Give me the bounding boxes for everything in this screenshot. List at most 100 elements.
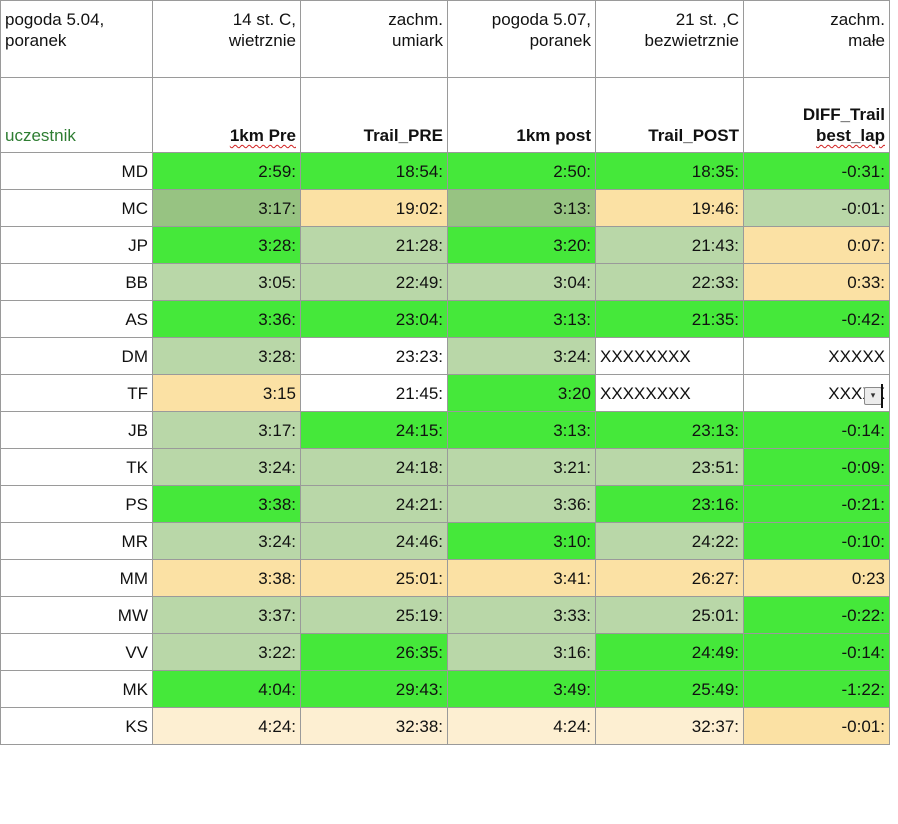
cell-participant[interactable]: MM bbox=[0, 559, 153, 597]
cell-trail-pre[interactable]: 25:01: bbox=[300, 559, 448, 597]
cell-1km-post[interactable]: 3:20: bbox=[447, 226, 596, 264]
cell-1km-pre[interactable]: 4:24: bbox=[152, 707, 301, 745]
cell-diff[interactable]: -0:09: bbox=[743, 448, 890, 486]
cell-trail-pre[interactable]: 23:04: bbox=[300, 300, 448, 338]
cell-trail-post[interactable]: 23:13: bbox=[595, 411, 744, 449]
cell-weather-pre-date[interactable]: pogoda 5.04, poranek bbox=[0, 0, 153, 78]
cell-1km-pre[interactable]: 3:22: bbox=[152, 633, 301, 671]
cell-1km-post[interactable]: 3:20 bbox=[447, 374, 596, 412]
cell-trail-post[interactable]: 23:16: bbox=[595, 485, 744, 523]
cell-diff[interactable]: -0:31: bbox=[743, 152, 890, 190]
cell-participant[interactable]: JB bbox=[0, 411, 153, 449]
cell-1km-post[interactable]: 4:24: bbox=[447, 707, 596, 745]
cell-1km-pre[interactable]: 3:36: bbox=[152, 300, 301, 338]
cell-trail-pre[interactable]: 24:18: bbox=[300, 448, 448, 486]
cell-participant[interactable]: TF bbox=[0, 374, 153, 412]
cell-trail-pre[interactable]: 29:43: bbox=[300, 670, 448, 708]
cell-trail-pre[interactable]: 19:02: bbox=[300, 189, 448, 227]
cell-1km-pre[interactable]: 2:59: bbox=[152, 152, 301, 190]
header-diff-trail[interactable]: DIFF_Trail best_lap bbox=[743, 77, 890, 153]
cell-trail-post[interactable]: 22:33: bbox=[595, 263, 744, 301]
cell-trail-pre[interactable]: 23:23: bbox=[300, 337, 448, 375]
cell-diff[interactable]: 0:07: bbox=[743, 226, 890, 264]
cell-1km-pre[interactable]: 3:28: bbox=[152, 226, 301, 264]
cell-trail-post[interactable]: 23:51: bbox=[595, 448, 744, 486]
cell-participant[interactable]: KS bbox=[0, 707, 153, 745]
cell-participant[interactable]: MK bbox=[0, 670, 153, 708]
cell-diff[interactable]: 0:33: bbox=[743, 263, 890, 301]
cell-diff[interactable]: -0:01: bbox=[743, 189, 890, 227]
cell-trail-post[interactable]: 19:46: bbox=[595, 189, 744, 227]
cell-trail-post[interactable]: XXXXXXXX bbox=[595, 337, 744, 375]
cell-1km-pre[interactable]: 3:15 bbox=[152, 374, 301, 412]
cell-diff[interactable]: -0:10: bbox=[743, 522, 890, 560]
cell-weather-post-date[interactable]: pogoda 5.07, poranek bbox=[447, 0, 596, 78]
cell-1km-post[interactable]: 3:41: bbox=[447, 559, 596, 597]
cell-1km-pre[interactable]: 4:04: bbox=[152, 670, 301, 708]
cell-1km-post[interactable]: 3:21: bbox=[447, 448, 596, 486]
cell-diff[interactable]: -0:14: bbox=[743, 633, 890, 671]
cell-participant[interactable]: AS bbox=[0, 300, 153, 338]
cell-1km-pre[interactable]: 3:17: bbox=[152, 411, 301, 449]
cell-trail-pre[interactable]: 25:19: bbox=[300, 596, 448, 634]
header-1km-pre[interactable]: 1km Pre bbox=[152, 77, 301, 153]
cell-trail-pre[interactable]: 26:35: bbox=[300, 633, 448, 671]
cell-participant[interactable]: DM bbox=[0, 337, 153, 375]
cell-diff[interactable]: -0:01: bbox=[743, 707, 890, 745]
cell-trail-pre[interactable]: 21:28: bbox=[300, 226, 448, 264]
cell-trail-pre[interactable]: 24:46: bbox=[300, 522, 448, 560]
cell-1km-pre[interactable]: 3:17: bbox=[152, 189, 301, 227]
dropdown-arrow-icon[interactable]: ▾ bbox=[864, 387, 882, 405]
cell-trail-post[interactable]: 25:49: bbox=[595, 670, 744, 708]
cell-trail-pre[interactable]: 24:15: bbox=[300, 411, 448, 449]
cell-1km-pre[interactable]: 3:24: bbox=[152, 448, 301, 486]
cell-1km-post[interactable]: 3:13: bbox=[447, 300, 596, 338]
cell-participant[interactable]: BB bbox=[0, 263, 153, 301]
cell-diff[interactable]: -0:21: bbox=[743, 485, 890, 523]
cell-trail-pre[interactable]: 24:21: bbox=[300, 485, 448, 523]
cell-trail-post[interactable]: 21:43: bbox=[595, 226, 744, 264]
cell-diff[interactable]: -1:22: bbox=[743, 670, 890, 708]
cell-weather-pre-temp[interactable]: 14 st. C, wietrznie bbox=[152, 0, 301, 78]
header-trail-pre[interactable]: Trail_PRE bbox=[300, 77, 448, 153]
cell-diff[interactable]: 0:23 bbox=[743, 559, 890, 597]
cell-participant[interactable]: JP bbox=[0, 226, 153, 264]
cell-1km-pre[interactable]: 3:38: bbox=[152, 559, 301, 597]
cell-participant[interactable]: MW bbox=[0, 596, 153, 634]
header-participant[interactable]: uczestnik bbox=[0, 77, 153, 153]
cell-weather-pre-clouds[interactable]: zachm. umiark bbox=[300, 0, 448, 78]
cell-participant[interactable]: PS bbox=[0, 485, 153, 523]
cell-participant[interactable]: VV bbox=[0, 633, 153, 671]
cell-1km-pre[interactable]: 3:05: bbox=[152, 263, 301, 301]
cell-1km-post[interactable]: 3:33: bbox=[447, 596, 596, 634]
cell-trail-post[interactable]: 26:27: bbox=[595, 559, 744, 597]
cell-weather-post-temp[interactable]: 21 st. ,C bezwietrznie bbox=[595, 0, 744, 78]
cell-1km-pre[interactable]: 3:24: bbox=[152, 522, 301, 560]
cell-diff[interactable]: -0:42: bbox=[743, 300, 890, 338]
cell-1km-post[interactable]: 2:50: bbox=[447, 152, 596, 190]
cell-trail-pre[interactable]: 18:54: bbox=[300, 152, 448, 190]
cell-1km-pre[interactable]: 3:37: bbox=[152, 596, 301, 634]
cell-trail-post[interactable]: 24:49: bbox=[595, 633, 744, 671]
cell-1km-pre[interactable]: 3:38: bbox=[152, 485, 301, 523]
cell-trail-pre[interactable]: 32:38: bbox=[300, 707, 448, 745]
cell-weather-post-clouds[interactable]: zachm. małe bbox=[743, 0, 890, 78]
header-1km-post[interactable]: 1km post bbox=[447, 77, 596, 153]
cell-trail-pre[interactable]: 21:45: bbox=[300, 374, 448, 412]
cell-1km-pre[interactable]: 3:28: bbox=[152, 337, 301, 375]
cell-participant[interactable]: MR bbox=[0, 522, 153, 560]
cell-participant[interactable]: MD bbox=[0, 152, 153, 190]
cell-trail-post[interactable]: 25:01: bbox=[595, 596, 744, 634]
cell-diff[interactable]: -0:14: bbox=[743, 411, 890, 449]
cell-1km-post[interactable]: 3:16: bbox=[447, 633, 596, 671]
cell-participant[interactable]: MC bbox=[0, 189, 153, 227]
cell-1km-post[interactable]: 3:24: bbox=[447, 337, 596, 375]
cell-trail-post[interactable]: XXXXXXXX bbox=[595, 374, 744, 412]
cell-trail-post[interactable]: 18:35: bbox=[595, 152, 744, 190]
cell-trail-post[interactable]: 24:22: bbox=[595, 522, 744, 560]
cell-diff[interactable]: -0:22: bbox=[743, 596, 890, 634]
cell-1km-post[interactable]: 3:13: bbox=[447, 411, 596, 449]
cell-1km-post[interactable]: 3:04: bbox=[447, 263, 596, 301]
cell-1km-post[interactable]: 3:13: bbox=[447, 189, 596, 227]
cell-1km-post[interactable]: 3:36: bbox=[447, 485, 596, 523]
